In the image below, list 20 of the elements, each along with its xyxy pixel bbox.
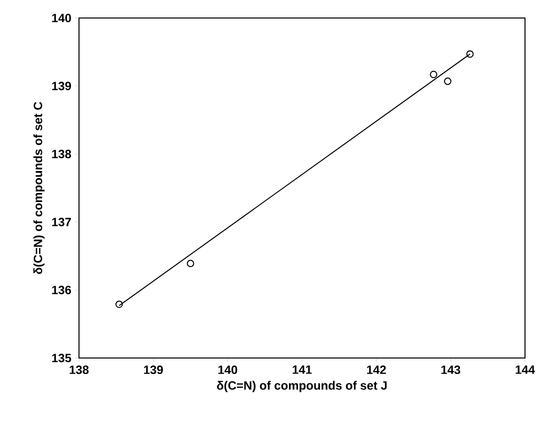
x-tick-label: 138	[70, 366, 89, 374]
point	[466, 50, 474, 58]
y-tick-label: 139	[52, 82, 72, 90]
x-tick-label: 141	[292, 366, 312, 374]
y-tick-label: 137	[52, 218, 71, 226]
point	[115, 300, 123, 308]
y-tick-label: 140	[52, 14, 71, 22]
x-tick-label: 139	[144, 366, 163, 374]
y-tick-label: 136	[52, 286, 72, 294]
point	[430, 70, 438, 78]
y-tick-label: 135	[52, 354, 72, 362]
x-tick-label: 144	[516, 366, 535, 374]
y-axis-title: δ(C=N) of compounds of set C	[33, 102, 45, 274]
x-tick-label: 143	[441, 366, 460, 374]
point	[186, 260, 194, 268]
point	[444, 78, 452, 85]
y-tick-label: 138	[52, 150, 72, 158]
x-tick-label: 142	[367, 366, 386, 374]
x-axis-title: δ(C=N) of compounds of set J	[217, 380, 387, 392]
x-tick-label: 140	[218, 366, 238, 374]
